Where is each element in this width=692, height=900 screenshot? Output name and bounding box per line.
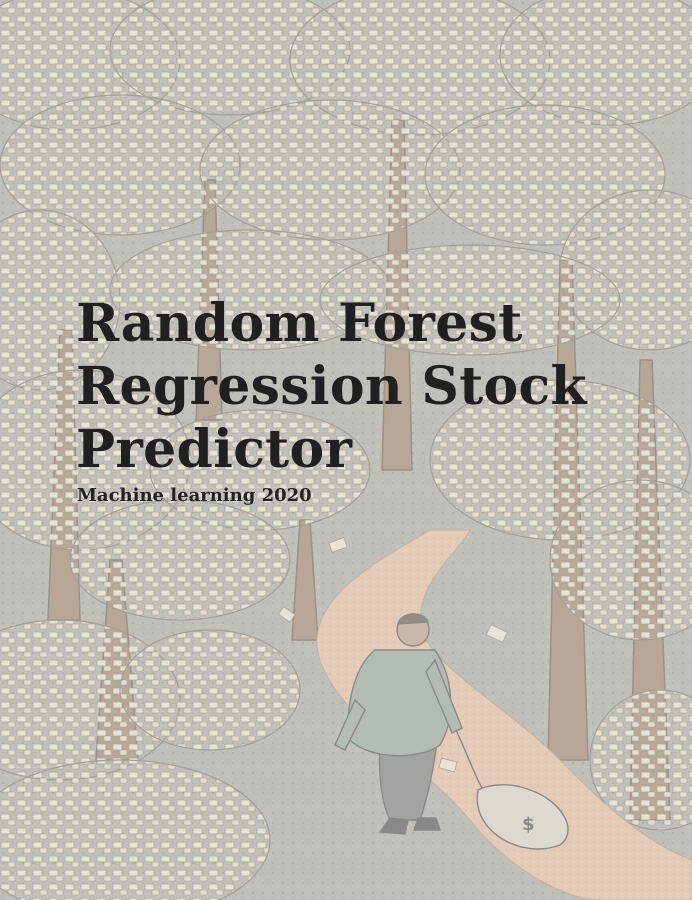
cover-subtitle: Machine learning 2020: [77, 485, 312, 506]
title-block: Random Forest Regression Stock Predictor…: [76, 292, 676, 507]
cover-title-line: Predictor: [76, 419, 353, 480]
cover-title-line: Regression Stock: [76, 356, 587, 417]
cover-title: Random Forest Regression Stock Predictor: [76, 292, 676, 481]
cover-title-line: Random Forest: [76, 293, 523, 354]
